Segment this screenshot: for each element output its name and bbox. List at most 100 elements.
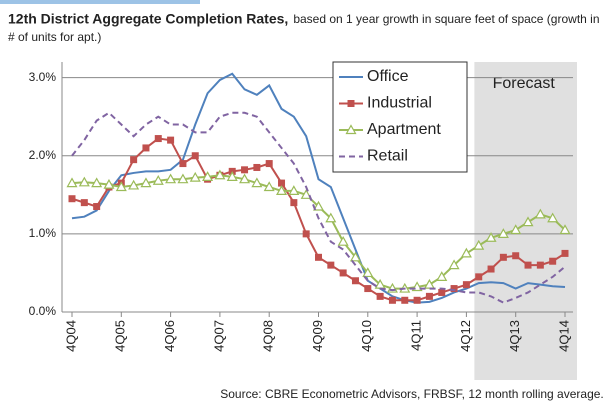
point	[80, 199, 88, 207]
point	[128, 179, 140, 190]
x-tick-label: 4Q14	[556, 320, 571, 352]
point	[202, 171, 214, 181]
point	[251, 177, 263, 188]
x-tick-label: 4Q11	[409, 320, 424, 351]
point	[154, 135, 162, 143]
point	[450, 285, 458, 293]
point	[290, 199, 298, 207]
legend-label: Apartment	[367, 121, 441, 138]
point	[327, 261, 335, 269]
x-tick-label: 4Q08	[261, 320, 276, 352]
point	[462, 281, 470, 289]
legend-box	[332, 61, 468, 173]
point	[337, 235, 349, 246]
point	[425, 292, 433, 300]
point	[265, 160, 273, 168]
annotation: Forecast	[493, 75, 556, 92]
y-tick-label: 2.0%	[29, 148, 57, 162]
y-tick-label: 0.0%	[29, 304, 57, 318]
point	[423, 278, 435, 289]
point	[302, 230, 310, 238]
point	[312, 200, 325, 211]
point	[78, 176, 90, 187]
point	[485, 232, 497, 242]
legend-label: Retail	[367, 148, 408, 165]
point	[167, 136, 175, 144]
point	[497, 228, 509, 238]
point	[115, 181, 127, 192]
point	[561, 249, 569, 257]
point	[475, 273, 483, 281]
x-tick-label: 4Q07	[211, 320, 226, 352]
source: Source: CBRE Econometric Advisors, FRBSF…	[220, 387, 604, 401]
point	[510, 224, 522, 235]
point	[448, 259, 460, 270]
point	[93, 203, 101, 211]
point	[547, 212, 559, 223]
point	[226, 171, 238, 181]
point	[349, 251, 362, 262]
point	[177, 173, 189, 184]
point	[559, 224, 571, 235]
x-tick-label: 4Q05	[113, 320, 128, 352]
x-tick-label: 4Q06	[162, 320, 177, 352]
legend-marker	[347, 100, 355, 107]
point	[512, 252, 520, 260]
legend-marker	[345, 124, 357, 135]
point	[536, 261, 544, 269]
point	[275, 185, 288, 196]
point	[364, 285, 372, 293]
x-tick-label: 4Q04	[63, 320, 78, 352]
point	[263, 181, 275, 192]
point	[460, 247, 472, 258]
y-tick-label: 1.0%	[29, 226, 57, 240]
point	[362, 267, 374, 278]
point	[325, 212, 337, 223]
point	[288, 185, 300, 196]
point	[487, 265, 495, 273]
point	[315, 253, 322, 261]
series-line	[71, 111, 566, 304]
point	[239, 173, 251, 184]
subtitle-line: based on 1 year growth in square feet of…	[293, 12, 599, 26]
point	[436, 271, 448, 281]
y-tick-label: 3.0%	[29, 70, 57, 84]
point	[549, 257, 557, 265]
point	[253, 163, 261, 171]
point	[91, 177, 103, 188]
chart-title: 12th District Aggregate Completion Rates…	[8, 11, 288, 27]
point	[142, 144, 150, 152]
point	[438, 288, 446, 296]
point	[351, 277, 359, 285]
top-strip	[0, 0, 200, 4]
x-tick-label: 4Q12	[458, 320, 473, 352]
point	[278, 179, 286, 187]
point	[524, 261, 532, 269]
x-tick-label: 4Q09	[310, 320, 325, 352]
point	[179, 160, 187, 168]
legend-label: Industrial	[367, 95, 432, 112]
point	[152, 175, 164, 185]
point	[103, 178, 115, 189]
point	[376, 292, 384, 300]
point	[140, 177, 152, 188]
series-line	[71, 72, 566, 304]
point	[191, 152, 199, 160]
point	[413, 296, 421, 304]
subtitle-line: # of units for apt.)	[8, 30, 101, 44]
point	[473, 239, 485, 250]
point	[165, 173, 177, 184]
x-tick-label: 4Q10	[359, 320, 374, 352]
point	[499, 253, 507, 261]
point	[522, 216, 534, 227]
x-tick-label: 4Q13	[507, 320, 522, 352]
subtitle: based on 1 year growth in square feet of…	[8, 12, 600, 44]
point	[214, 169, 226, 180]
point	[388, 296, 396, 304]
point	[241, 166, 249, 174]
point	[300, 189, 312, 199]
point	[534, 208, 546, 219]
point	[339, 269, 347, 277]
point	[68, 195, 76, 203]
